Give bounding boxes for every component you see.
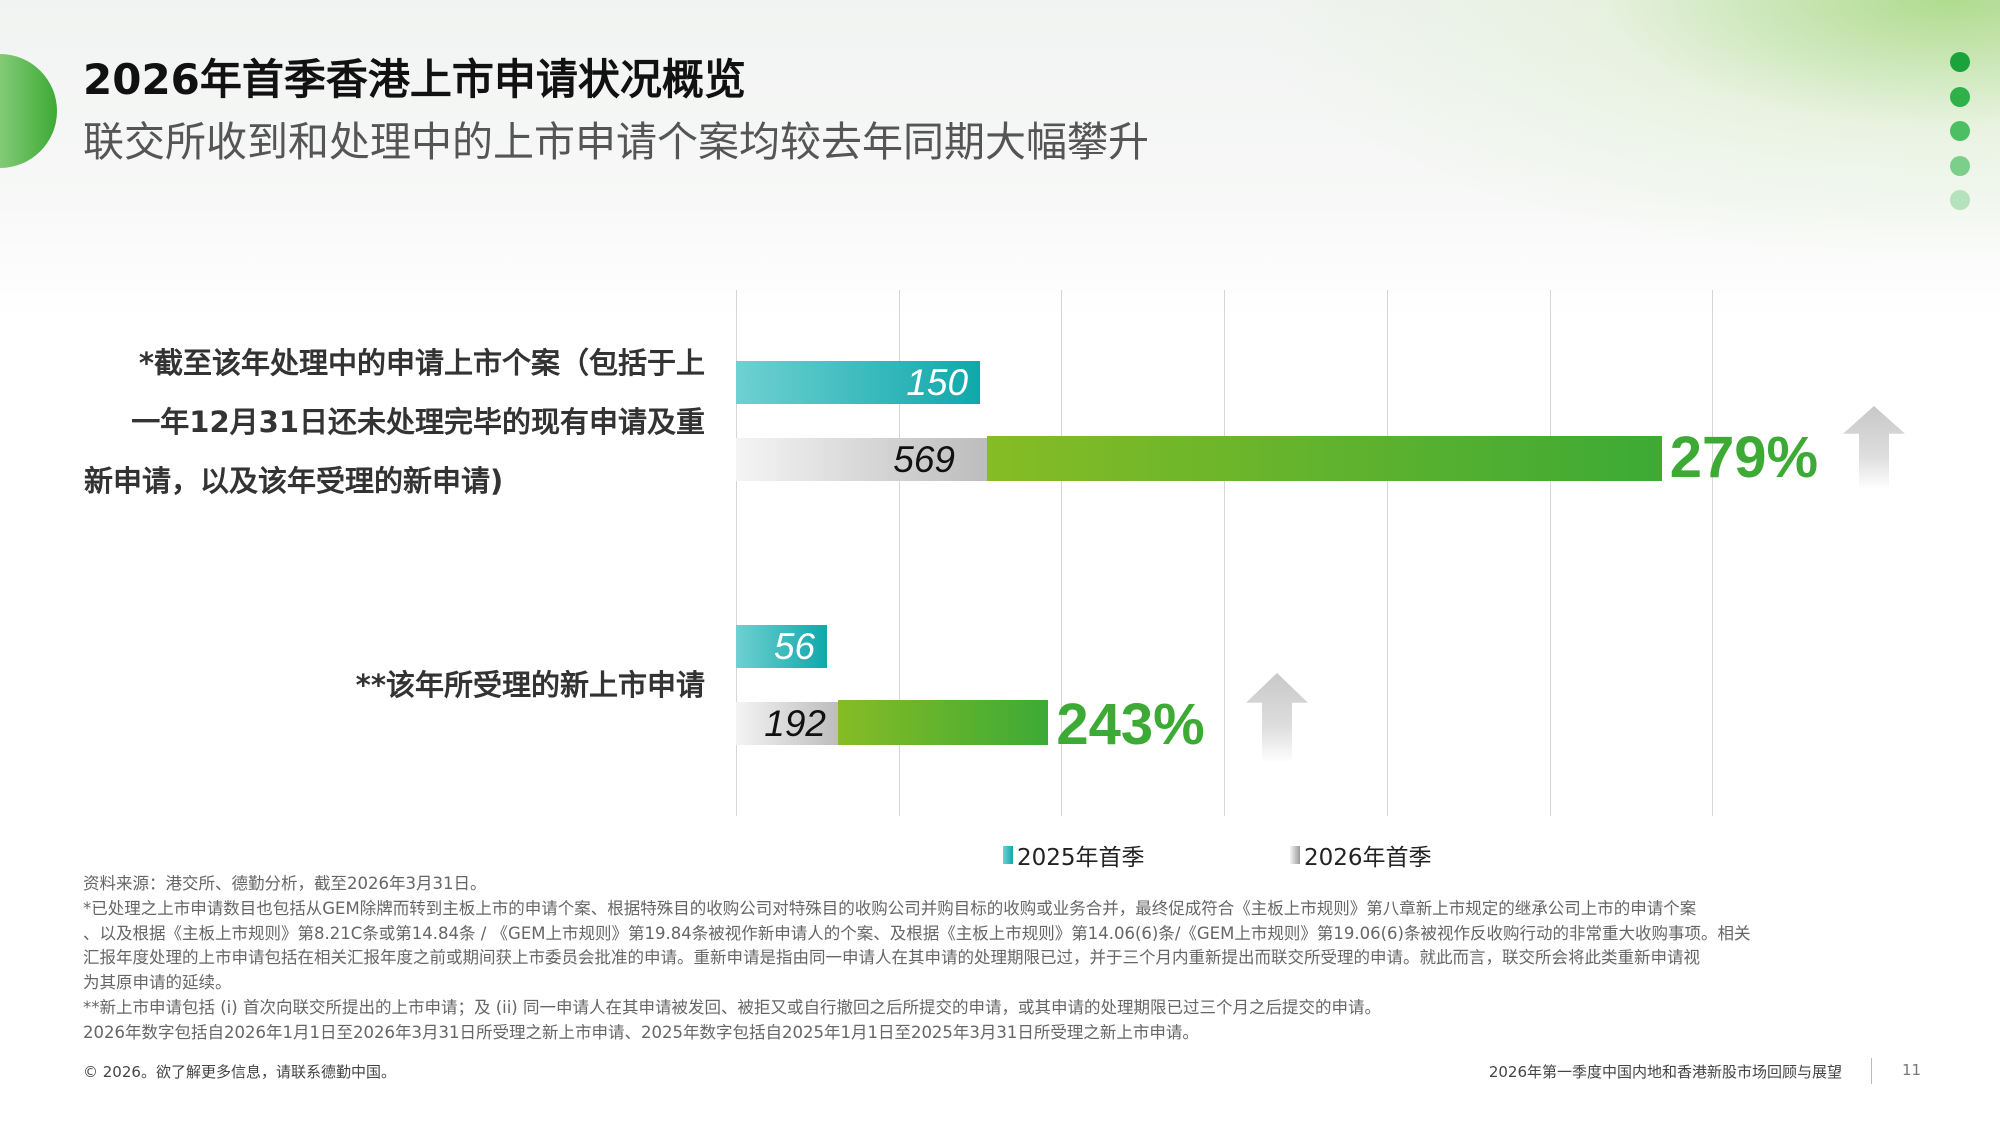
up-arrow-icon (1246, 673, 1308, 763)
up-arrow-icon (1843, 406, 1905, 490)
progress-dot (1950, 86, 1970, 107)
change-percent-label: 279% (1669, 425, 1819, 490)
legend-swatch-2026 (1290, 846, 1300, 864)
legend-item-2025: 2025年首季 (1003, 838, 1145, 872)
value-label-2026: 569 (893, 439, 955, 480)
value-label-2025: 150 (906, 362, 969, 403)
bar-2026-base: 569 (736, 438, 987, 481)
bar-2025: 150 (736, 361, 981, 404)
decorative-half-circle (0, 54, 57, 168)
value-label-2026: 192 (764, 703, 826, 744)
legend-item-2026: 2026年首季 (1290, 838, 1432, 872)
page-title: 2026年首季香港上市申请状况概览 (83, 55, 746, 104)
footnotes: 资料来源：港交所、德勤分析，截至2026年3月31日。 *已处理之上市申请数目也… (83, 872, 1933, 1046)
footer-copyright: © 2026。欲了解更多信息，请联系德勤中国。 (83, 1063, 396, 1081)
footer-report-title: 2026年第一季度中国内地和香港新股市场回顾与展望 (1488, 1063, 1842, 1081)
change-percent-label: 243% (1056, 692, 1205, 757)
gridline (736, 290, 737, 816)
progress-dot (1950, 121, 1970, 141)
footnote-line: 汇报年度处理的上市申请包括在相关汇报年度之前或期间获上市委员会批准的申请。重新申… (83, 948, 1700, 968)
footnote-line: 2026年数字包括自2026年1月1日至2026年3月31日所受理之新上市申请、… (83, 1022, 1199, 1042)
gridline (1224, 290, 1225, 816)
progress-dot (1950, 52, 1970, 72)
footnote-line: *已处理之上市申请数目也包括从GEM除牌而转到主板上市的申请个案、根据特殊目的收… (83, 898, 1697, 918)
progress-dot (1950, 155, 1970, 176)
legend-label-2026: 2026年首季 (1304, 845, 1432, 871)
category-label-line: 一年12月31日还未处理完毕的现有申请及重 (131, 405, 705, 439)
progress-dot (1950, 190, 1970, 210)
category-label-line: 新申请，以及该年受理的新申请) (84, 464, 504, 498)
gridline (1550, 290, 1551, 816)
legend-swatch-2025 (1003, 846, 1013, 864)
category-label-line: **该年所受理的新上市申请 (355, 668, 705, 702)
bar-2025: 56 (736, 625, 828, 668)
gridline (1387, 290, 1388, 816)
bar-2026-base: 192 (736, 702, 838, 745)
category-label-processing: *截至该年处理中的申请上市个案（包括于上 一年12月31日还未处理完毕的现有申请… (60, 334, 705, 511)
legend-label-2025: 2025年首季 (1017, 845, 1145, 871)
category-label-new: **该年所受理的新上市申请 (60, 656, 705, 715)
page-subtitle: 联交所收到和处理中的上市申请个案均较去年同期大幅攀升 (83, 118, 1149, 166)
value-label-2025: 56 (773, 626, 816, 667)
footer-divider (1871, 1058, 1872, 1084)
bar-2026 (987, 436, 1662, 481)
category-label-line: *截至该年处理中的申请上市个案（包括于上 (138, 346, 705, 380)
bar-2026 (838, 700, 1049, 745)
footnote-source: 资料来源：港交所、德勤分析，截至2026年3月31日。 (83, 874, 487, 893)
footnote-line: **新上市申请包括 (i) 首次向联交所提出的上市申请；及 (ii) 同一申请人… (83, 997, 1381, 1017)
footnote-line: 、以及根据《主板上市规则》第8.21C条或第14.84条 / 《GEM上市规则》… (83, 923, 1751, 943)
gridline (1712, 290, 1713, 816)
gridline (1061, 290, 1062, 816)
gridline (899, 290, 900, 816)
footnote-line: 为其原申请的延续。 (83, 973, 232, 993)
page-number: 11 (1902, 1061, 1922, 1079)
